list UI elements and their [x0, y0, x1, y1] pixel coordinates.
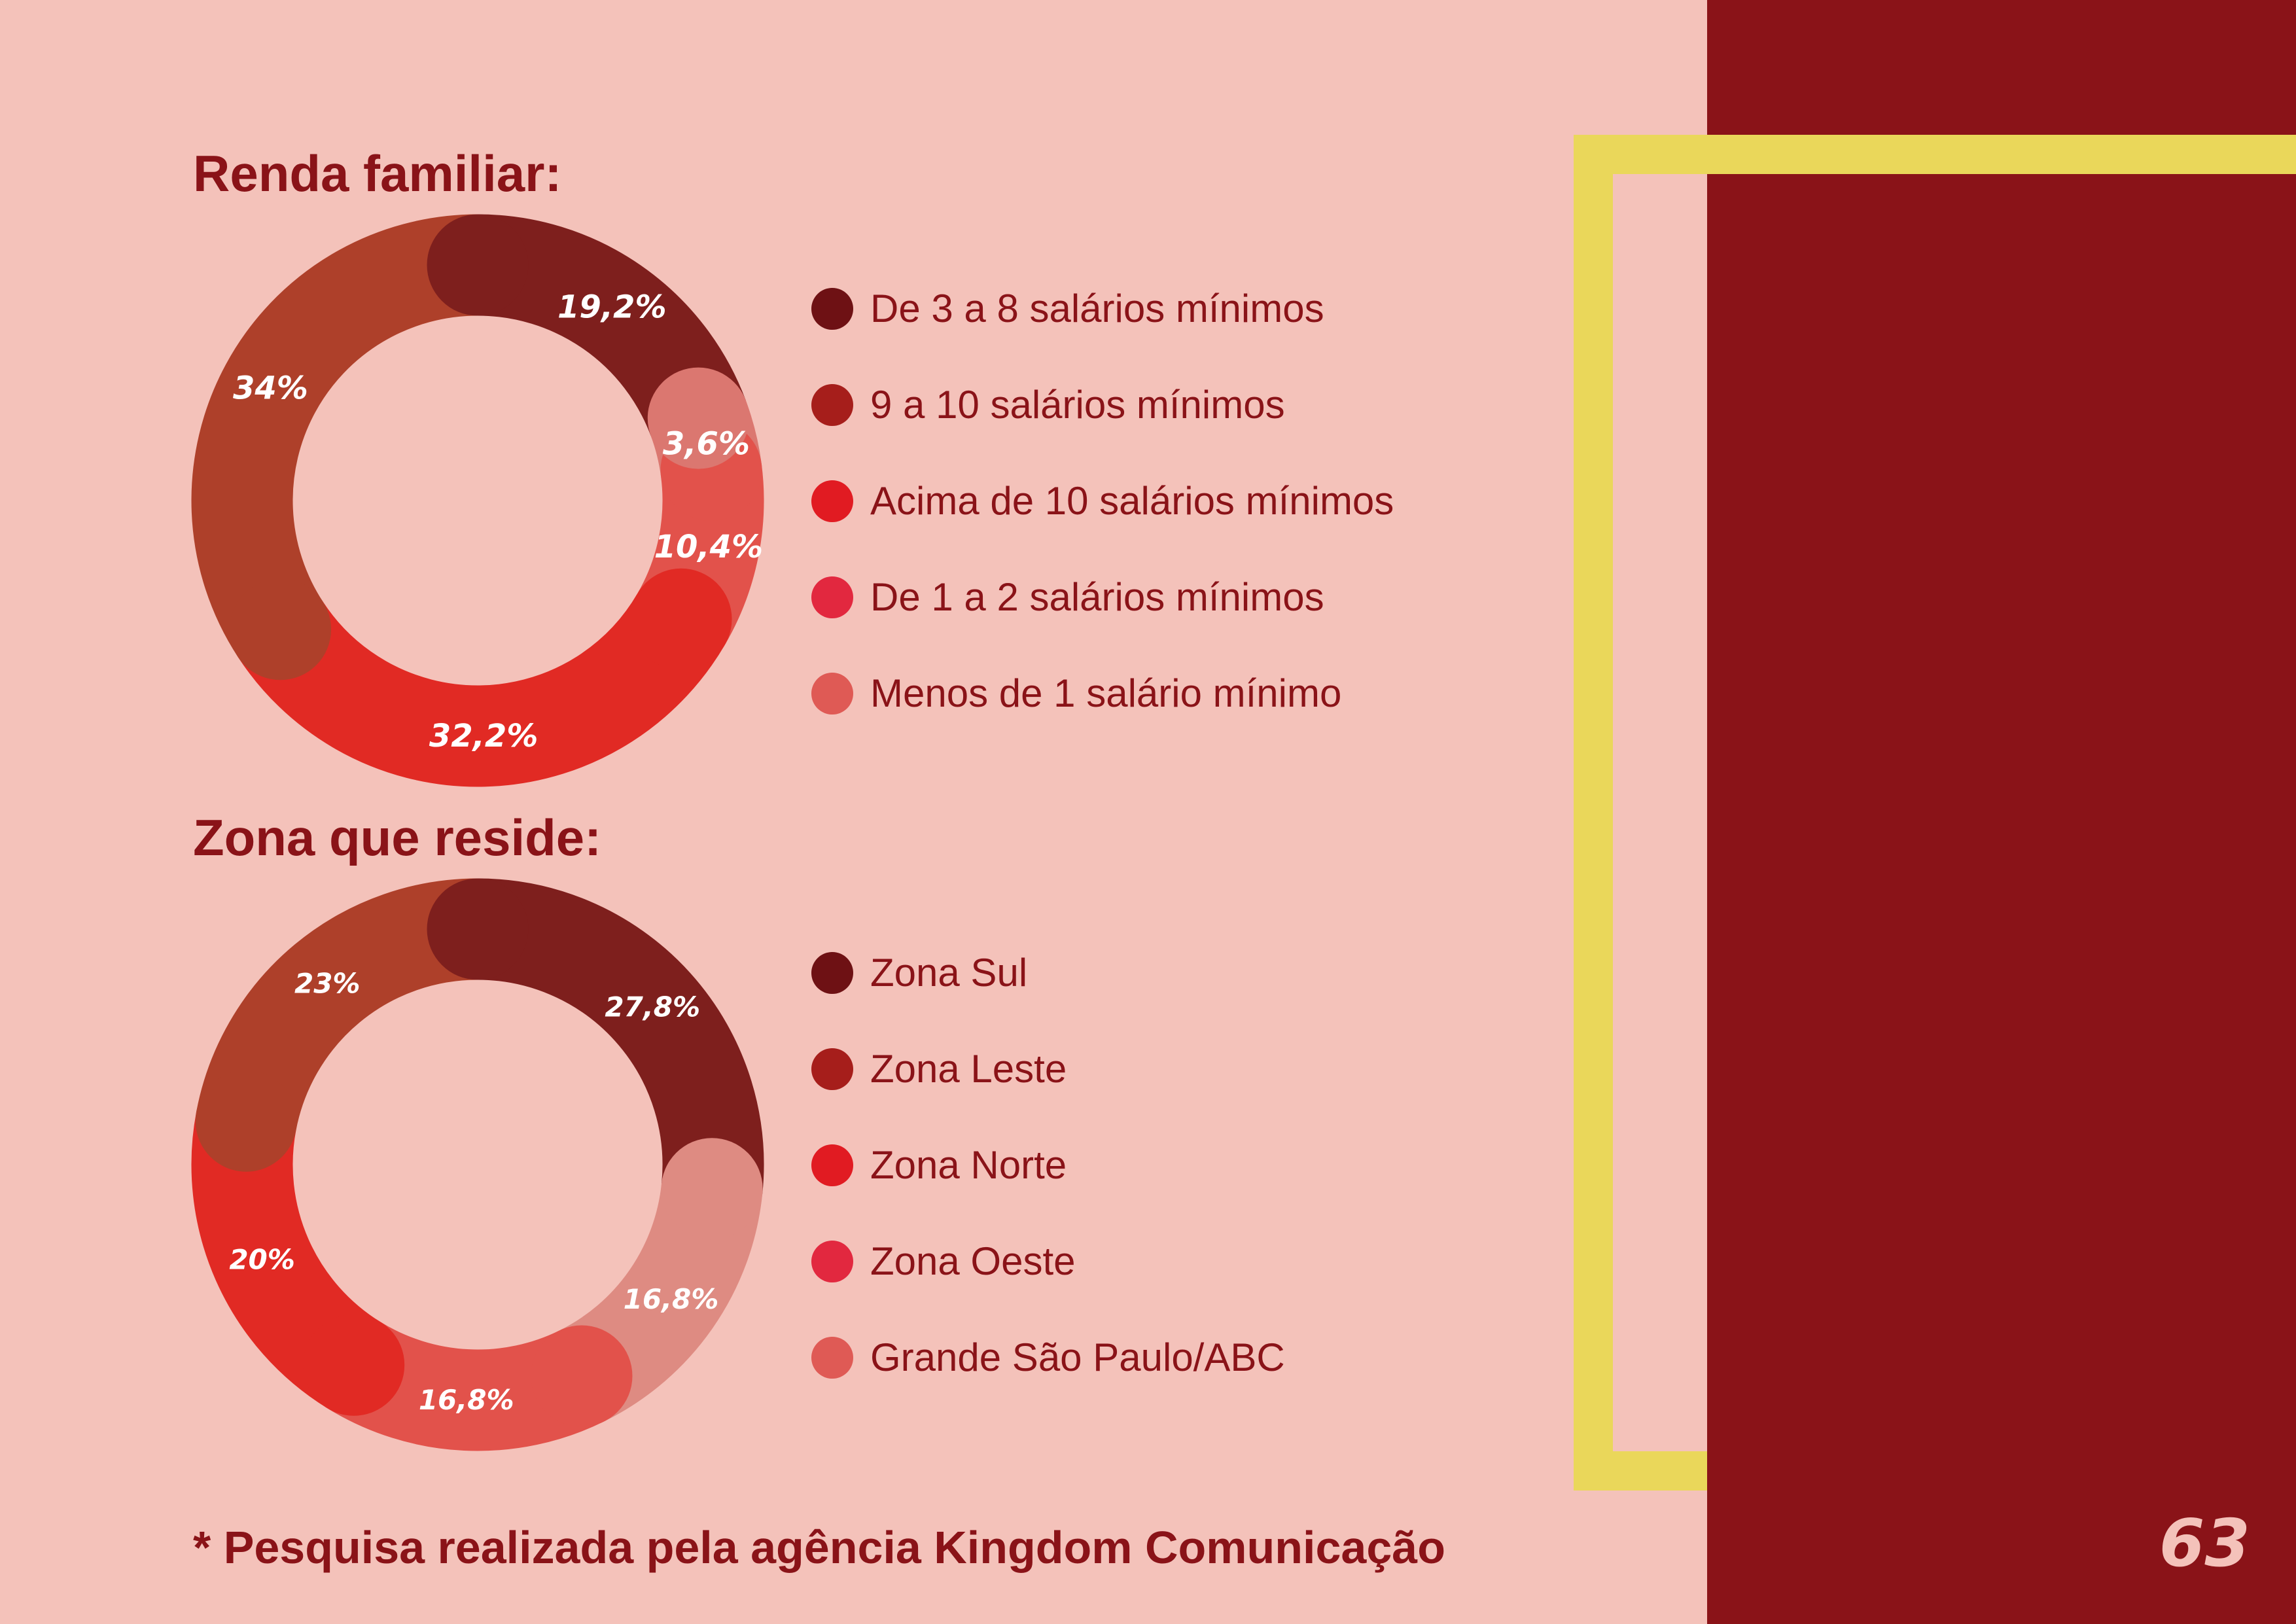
- legend-item: Menos de 1 salário mínimo: [811, 671, 1394, 716]
- donut-segment-cap: [647, 367, 749, 469]
- legend-dot: [811, 288, 853, 330]
- legend-label: De 1 a 2 salários mínimos: [870, 575, 1324, 619]
- data-label: 27,8%: [605, 991, 700, 1023]
- donut-chart-zona: 27,8% 16,8% 16,8% 20% 23%: [191, 878, 764, 1451]
- data-label: 19,2%: [557, 289, 667, 325]
- donut-segment-cap: [195, 1070, 297, 1172]
- legend-label: Zona Leste: [870, 1047, 1067, 1091]
- legend-zona: Zona Sul Zona Leste Zona Norte Zona Oest…: [811, 950, 1285, 1381]
- data-label: 3,6%: [663, 425, 750, 462]
- decorative-frame-left: [1574, 135, 1613, 1491]
- legend-label: Zona Norte: [870, 1143, 1067, 1187]
- chart-title-zona: Zona que reside:: [193, 809, 602, 866]
- legend-item: 9 a 10 salários mínimos: [811, 382, 1394, 428]
- legend-dot: [811, 1048, 853, 1090]
- legend-label: Grande São Paulo/ABC: [870, 1335, 1285, 1379]
- data-label: 16,8%: [419, 1384, 514, 1416]
- legend-dot: [811, 1337, 853, 1379]
- legend-item: Zona Norte: [811, 1142, 1285, 1188]
- donut-ring: [191, 878, 764, 1451]
- legend-dot: [811, 1144, 853, 1186]
- legend-label: Menos de 1 salário mínimo: [870, 671, 1342, 715]
- page-number: 63: [2159, 1505, 2250, 1581]
- data-label: 34%: [233, 370, 308, 407]
- legend-label: Acima de 10 salários mínimos: [870, 479, 1394, 523]
- legend-renda: De 3 a 8 salários mínimos 9 a 10 salário…: [811, 286, 1394, 716]
- legend-item: Zona Oeste: [811, 1239, 1285, 1284]
- data-label: 20%: [229, 1244, 295, 1276]
- donut-segment-cap: [661, 1138, 763, 1240]
- legend-label: De 3 a 8 salários mínimos: [870, 287, 1324, 330]
- legend-label: Zona Oeste: [870, 1239, 1076, 1283]
- donut-segment: [191, 214, 479, 658]
- legend-dot: [811, 384, 853, 426]
- data-label: 16,8%: [624, 1283, 719, 1315]
- donut-segment-cap: [427, 878, 529, 980]
- legend-item: Zona Sul: [811, 950, 1285, 996]
- donut-segment: [476, 878, 764, 1194]
- legend-dot: [811, 673, 853, 715]
- donut-chart-renda: 19,2% 3,6% 10,4% 32,2% 34%: [191, 214, 764, 787]
- legend-item: Zona Leste: [811, 1046, 1285, 1092]
- legend-item: De 1 a 2 salários mínimos: [811, 574, 1394, 620]
- donut-segment-cap: [230, 578, 332, 680]
- data-label: 10,4%: [654, 529, 764, 565]
- donut-segment-cap: [531, 1325, 633, 1427]
- donut-segment-cap: [630, 568, 732, 670]
- decorative-frame-bottom: [1574, 1451, 1707, 1491]
- footnote: * Pesquisa realizada pela agência Kingdo…: [193, 1522, 1445, 1573]
- decorative-frame-top: [1574, 135, 2296, 174]
- legend-dot: [811, 576, 853, 618]
- data-label: 23%: [294, 967, 361, 999]
- donut-segment: [238, 593, 725, 787]
- legend-label: Zona Sul: [870, 951, 1028, 995]
- legend-dot: [811, 952, 853, 994]
- donut-ring: [191, 214, 764, 787]
- donut-segment-cap: [303, 1314, 405, 1416]
- side-panel: [1707, 0, 2296, 1624]
- legend-dot: [811, 1241, 853, 1282]
- legend-item: Acima de 10 salários mínimos: [811, 478, 1394, 524]
- chart-title-renda: Renda familiar:: [193, 145, 562, 202]
- legend-item: De 3 a 8 salários mínimos: [811, 286, 1394, 332]
- legend-item: Grande São Paulo/ABC: [811, 1335, 1285, 1381]
- donut-segment-cap: [427, 214, 529, 316]
- legend-label: 9 a 10 salários mínimos: [870, 383, 1285, 427]
- legend-dot: [811, 480, 853, 522]
- data-label: 32,2%: [429, 718, 539, 754]
